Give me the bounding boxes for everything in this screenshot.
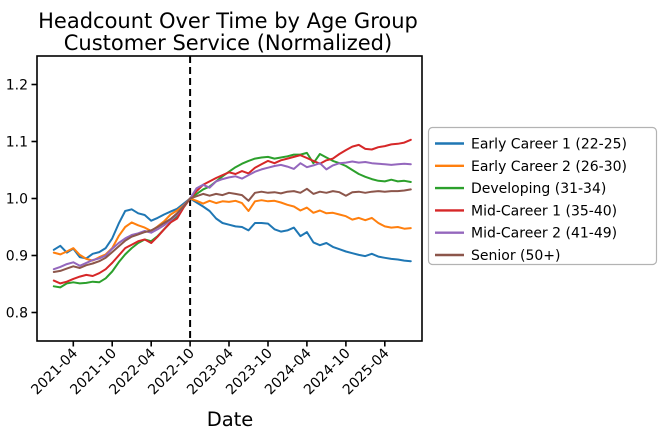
legend-label-developing-31-34: Developing (31-34): [471, 181, 606, 197]
legend-label-mid-career-1-35-40: Mid-Career 1 (35-40): [471, 203, 617, 219]
legend-item-senior-50: Senior (50+): [435, 248, 561, 264]
legend-box: [427, 126, 658, 266]
legend-item-early-career-2-26-30: Early Career 2 (26-30): [435, 159, 627, 175]
series-line-early-career-1-22-25: [52, 197, 412, 263]
y-tick-label: 0.8: [6, 306, 28, 322]
legend-label-early-career-2-26-30: Early Career 2 (26-30): [471, 159, 627, 175]
series-line-early-career-2-26-30: [52, 197, 412, 262]
series-line-mid-career-1-35-40: [52, 138, 412, 285]
y-tick-label: 1.1: [6, 135, 28, 151]
legend-item-early-career-1-22-25: Early Career 1 (22-25): [435, 137, 627, 153]
y-tick-label: 1.0: [6, 192, 28, 208]
legend-label-early-career-1-22-25: Early Career 1 (22-25): [471, 137, 627, 153]
chart-title-line1: Headcount Over Time by Age Group: [38, 9, 418, 33]
y-tick-label: 0.9: [6, 249, 28, 265]
legend: Early Career 1 (22-25) Early Career 2 (26…: [427, 126, 658, 266]
series-line-developing-31-34: [52, 151, 412, 289]
legend-item-mid-career-2-41-49: Mid-Career 2 (41-49): [435, 226, 617, 242]
series-line-senior-50: [52, 187, 412, 273]
legend-label-mid-career-2-41-49: Mid-Career 2 (41-49): [471, 226, 617, 242]
legend-item-mid-career-1-35-40: Mid-Career 1 (35-40): [435, 203, 617, 219]
series-line-mid-career-2-41-49: [52, 160, 412, 271]
y-tick-label: 1.2: [6, 78, 28, 94]
chart-title-line2: Customer Service (Normalized): [64, 31, 392, 55]
x-axis-label: Date: [207, 408, 254, 431]
legend-item-developing-31-34: Developing (31-34): [435, 181, 606, 197]
legend-label-senior-50: Senior (50+): [471, 248, 561, 264]
